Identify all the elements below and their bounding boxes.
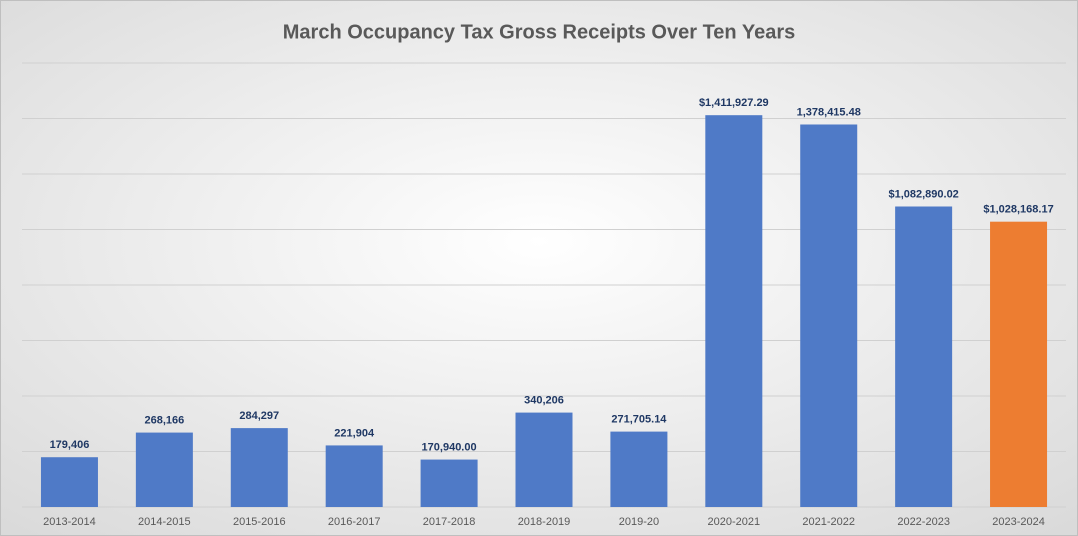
x-tick-label: 2017-2018 xyxy=(423,516,476,528)
bar xyxy=(325,445,383,507)
chart-title: March Occupancy Tax Gross Receipts Over … xyxy=(283,21,795,43)
bar xyxy=(990,221,1048,507)
x-tick-label: 2014-2015 xyxy=(138,516,191,528)
data-label: 284,297 xyxy=(239,410,279,422)
bar xyxy=(515,412,573,507)
data-label: 1,378,415.48 xyxy=(797,106,861,118)
x-tick-label: 2018-2019 xyxy=(518,516,571,528)
data-label: 340,206 xyxy=(524,394,564,406)
x-tick-label: 2020-2021 xyxy=(708,516,761,528)
bar xyxy=(40,457,98,507)
bar xyxy=(895,206,953,507)
data-label: 271,705.14 xyxy=(611,414,667,426)
x-tick-label: 2021-2022 xyxy=(802,516,855,528)
data-label: $1,082,890.02 xyxy=(888,188,958,200)
data-label: 221,904 xyxy=(334,427,375,439)
data-label: $1,411,927.29 xyxy=(699,97,769,109)
data-label: $1,028,168.17 xyxy=(983,204,1053,216)
x-tick-label: 2015-2016 xyxy=(233,516,286,528)
bar xyxy=(800,124,858,507)
bar xyxy=(230,428,288,507)
bar xyxy=(420,459,478,507)
data-label: 268,166 xyxy=(144,414,184,426)
x-tick-label: 2013-2014 xyxy=(43,516,96,528)
bar xyxy=(705,115,763,507)
x-tick-label: 2016-2017 xyxy=(328,516,381,528)
x-tick-label: 2019-20 xyxy=(619,516,659,528)
data-label: 179,406 xyxy=(50,439,90,451)
data-label: 170,940.00 xyxy=(422,441,477,453)
bar xyxy=(610,431,668,507)
x-tick-label: 2022-2023 xyxy=(897,516,950,528)
x-tick-label: 2023-2024 xyxy=(992,516,1045,528)
bar xyxy=(135,432,193,507)
